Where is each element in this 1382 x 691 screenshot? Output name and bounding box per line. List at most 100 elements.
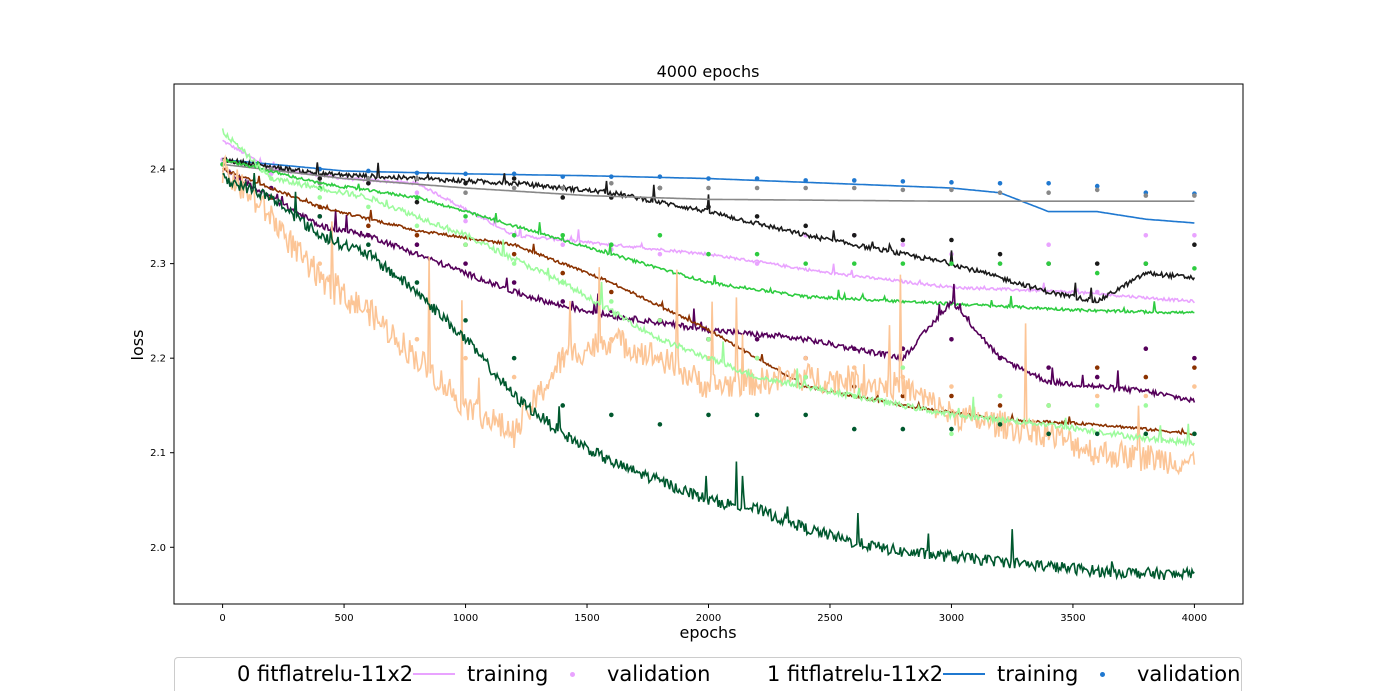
validation-point (560, 185, 566, 191)
validation-point (997, 403, 1003, 408)
validation-point (463, 214, 468, 219)
validation-point (1143, 232, 1149, 238)
legend-validation-marker-0 (570, 672, 575, 677)
validation-point (1143, 346, 1149, 352)
validation-point (463, 171, 468, 177)
validation-point (609, 412, 614, 418)
validation-point (1192, 232, 1197, 238)
validation-point (366, 308, 371, 314)
validation-point (1094, 403, 1100, 408)
validation-point (609, 289, 614, 295)
validation-point (1046, 242, 1051, 248)
validation-point (657, 251, 663, 257)
validation-point (609, 180, 614, 186)
validation-point (1143, 193, 1149, 198)
validation-point (560, 232, 566, 238)
training-line-4 (221, 157, 1195, 315)
validation-point (609, 299, 614, 304)
validation-point (414, 223, 420, 229)
validation-point (997, 261, 1003, 266)
validation-point (997, 355, 1003, 361)
legend-validation-label-0: validation (607, 662, 711, 686)
validation-point (851, 393, 857, 399)
validation-point (511, 176, 517, 181)
validation-point (366, 223, 371, 229)
validation-point (414, 195, 420, 200)
series-7 (221, 154, 1197, 476)
validation-point (414, 170, 420, 176)
x-axis-label: epochs (679, 623, 736, 642)
validation-point (463, 242, 468, 248)
validation-point (268, 176, 274, 181)
series-layer (220, 128, 1197, 581)
training-line-8 (221, 128, 1196, 448)
validation-point (560, 403, 566, 408)
validation-point (851, 346, 857, 352)
x-tick-label: 4000 (1182, 613, 1207, 624)
legend-title-1: 1 fitflatrelu-11x2 (767, 662, 944, 686)
validation-point (366, 232, 371, 238)
validation-point (366, 204, 371, 210)
validation-point (706, 176, 711, 181)
validation-point (997, 422, 1003, 427)
validation-point (1192, 355, 1197, 361)
validation-point (1192, 384, 1197, 389)
validation-point (997, 190, 1003, 196)
validation-point (754, 185, 760, 191)
validation-point (657, 422, 663, 427)
validation-point (560, 174, 566, 179)
training-line-7 (221, 154, 1196, 476)
validation-point (851, 178, 857, 183)
validation-point (511, 280, 517, 285)
validation-point (414, 242, 420, 248)
validation-point (949, 431, 954, 437)
validation-point (1192, 193, 1197, 198)
validation-point (1192, 266, 1197, 271)
x-tick-label: 3000 (939, 613, 964, 624)
validation-point (754, 355, 760, 361)
validation-point (851, 261, 857, 266)
validation-point (317, 214, 323, 219)
series-9 (222, 172, 1197, 581)
validation-point (803, 178, 808, 183)
legend-training-label-1: training (997, 662, 1079, 686)
legend-training-swatch-0 (413, 673, 455, 675)
validation-point (1094, 289, 1100, 295)
validation-point (706, 251, 711, 257)
validation-point (609, 242, 614, 248)
validation-point (851, 232, 857, 238)
validation-point (511, 171, 517, 177)
training-line-9 (222, 172, 1195, 581)
legend-validation-label-1: validation (1137, 662, 1241, 686)
validation-point (1094, 431, 1100, 437)
validation-point (1143, 431, 1149, 437)
validation-point (463, 190, 468, 196)
validation-point (900, 374, 906, 380)
validation-point (560, 280, 566, 285)
training-line-3 (222, 163, 1195, 202)
validation-point (560, 195, 566, 200)
validation-point (1192, 431, 1197, 437)
validation-point (1046, 180, 1051, 186)
validation-point (754, 336, 760, 342)
validation-point (1192, 242, 1197, 248)
validation-point (754, 214, 760, 219)
validation-point (511, 185, 517, 191)
validation-point (511, 355, 517, 361)
plot-area (173, 83, 1244, 605)
validation-point (366, 180, 371, 186)
validation-point (511, 232, 517, 238)
legend: 0 fitflatrelu-11x2 training validation 1… (174, 657, 1242, 691)
validation-point (1094, 365, 1100, 370)
axes-layer: 0 500 1000 1500 2000 2500 3000 3500 4000 2.0 2.1 2.… (150, 165, 1207, 624)
validation-point (657, 174, 663, 179)
validation-point (463, 261, 468, 266)
series-3 (222, 163, 1197, 202)
validation-point (949, 336, 954, 342)
y-tick-label: 2.0 (150, 543, 166, 554)
validation-point (754, 176, 760, 181)
validation-point (609, 174, 614, 179)
validation-point (803, 261, 808, 266)
y-axis-label: loss (128, 330, 147, 361)
validation-point (1094, 374, 1100, 380)
